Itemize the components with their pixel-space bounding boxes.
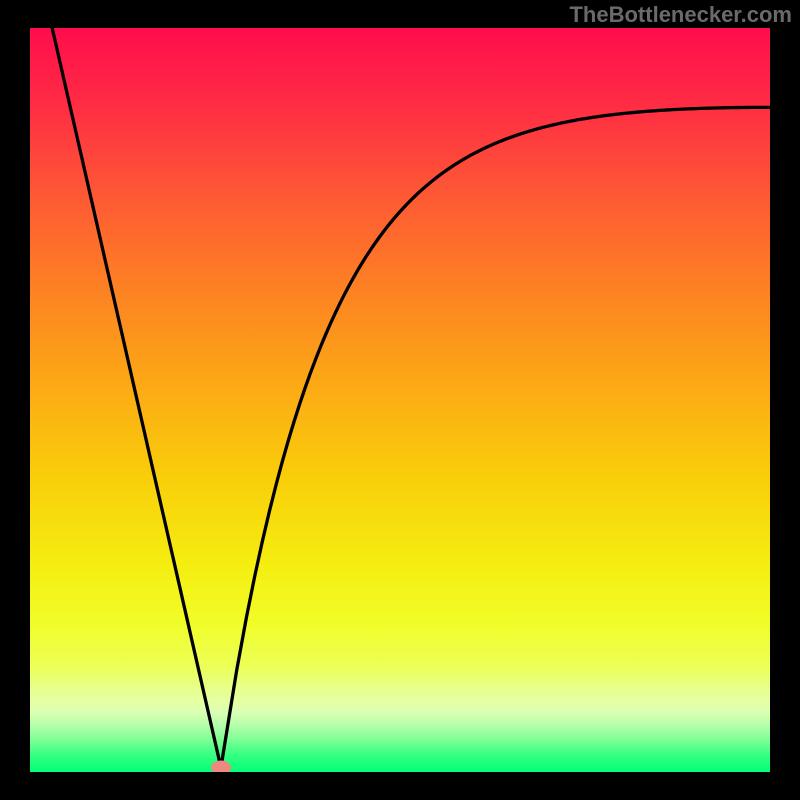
watermark-text: TheBottlenecker.com bbox=[569, 2, 792, 28]
bottleneck-chart: TheBottlenecker.com bbox=[0, 0, 800, 800]
border-right bbox=[770, 0, 800, 800]
border-bottom bbox=[0, 772, 800, 800]
chart-background bbox=[30, 28, 770, 772]
border-left bbox=[0, 0, 30, 800]
chart-svg bbox=[0, 0, 800, 800]
